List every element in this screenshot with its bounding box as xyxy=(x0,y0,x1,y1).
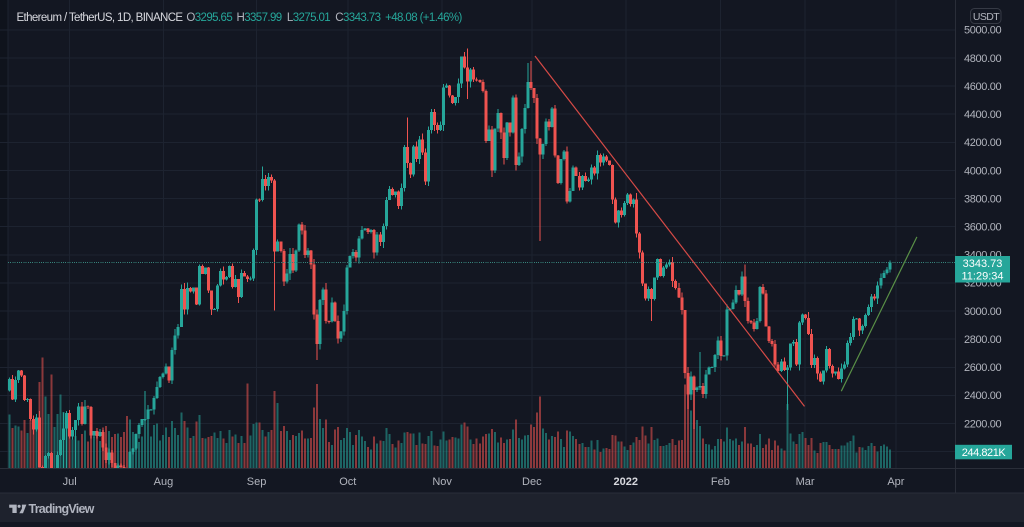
svg-text:3800.00: 3800.00 xyxy=(964,193,1002,205)
svg-text:4200.00: 4200.00 xyxy=(964,137,1002,149)
svg-text:Jul: Jul xyxy=(63,476,77,488)
svg-text:Sep: Sep xyxy=(247,476,267,488)
svg-text:2800.00: 2800.00 xyxy=(964,334,1002,346)
svg-text:3000.00: 3000.00 xyxy=(964,306,1002,318)
svg-text:5000.00: 5000.00 xyxy=(964,25,1002,37)
svg-text:2600.00: 2600.00 xyxy=(964,362,1002,374)
svg-text:Aug: Aug xyxy=(154,476,174,488)
svg-text:USDT: USDT xyxy=(973,11,1000,23)
svg-text:TradingView: TradingView xyxy=(29,502,95,516)
svg-text:C3343.73: C3343.73 xyxy=(335,12,380,24)
svg-text:244.821K: 244.821K xyxy=(962,447,1007,459)
svg-text:Feb: Feb xyxy=(711,476,730,488)
svg-text:Dec: Dec xyxy=(522,476,542,488)
svg-text:L3275.01: L3275.01 xyxy=(287,12,330,24)
svg-text:2200.00: 2200.00 xyxy=(964,418,1002,430)
svg-text:2400.00: 2400.00 xyxy=(964,390,1002,402)
svg-text:4400.00: 4400.00 xyxy=(964,109,1002,121)
svg-text:3600.00: 3600.00 xyxy=(964,222,1002,234)
svg-text:Nov: Nov xyxy=(432,476,452,488)
svg-text:2022: 2022 xyxy=(614,476,638,488)
svg-text:4600.00: 4600.00 xyxy=(964,81,1002,93)
svg-text:O3295.65: O3295.65 xyxy=(186,12,232,24)
svg-text:Mar: Mar xyxy=(796,476,815,488)
svg-text:+48.08 (+1.46%): +48.08 (+1.46%) xyxy=(385,12,462,24)
svg-text:H3357.99: H3357.99 xyxy=(237,12,282,24)
svg-text:3343.73: 3343.73 xyxy=(963,258,1003,270)
svg-text:4800.00: 4800.00 xyxy=(964,53,1002,65)
svg-text:Oct: Oct xyxy=(339,476,356,488)
svg-text:4000.00: 4000.00 xyxy=(964,165,1002,177)
svg-text:Apr: Apr xyxy=(887,476,904,488)
svg-text:Ethereum / TetherUS, 1D, BINAN: Ethereum / TetherUS, 1D, BINANCE xyxy=(17,12,184,24)
svg-text:11:29:34: 11:29:34 xyxy=(961,271,1003,283)
